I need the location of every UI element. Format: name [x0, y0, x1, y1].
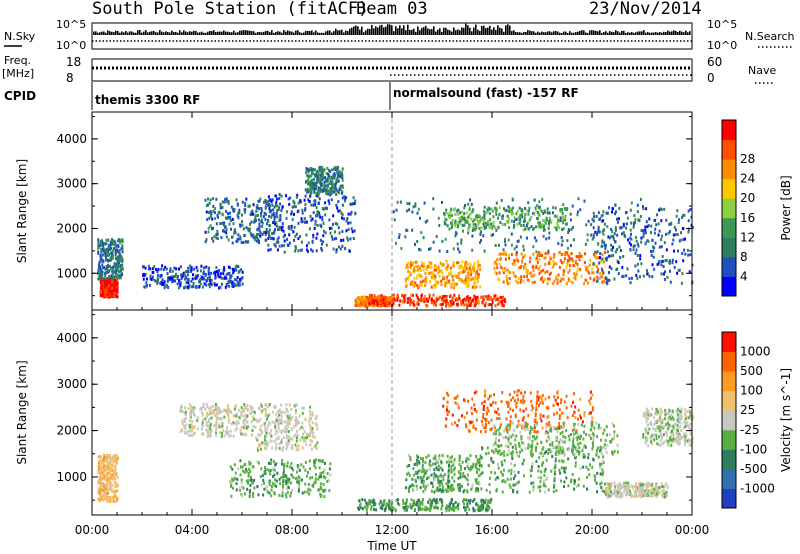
- y-tick-label: 4000: [56, 331, 87, 345]
- echo-region-1: [97, 238, 124, 281]
- echo-region-3: [204, 197, 282, 245]
- colorbar-label: Velocity [m s^-1]: [779, 368, 793, 472]
- echo-region-11: [443, 206, 569, 232]
- echo-region-6: [479, 444, 606, 494]
- colorbar-tick-label: 16: [740, 211, 755, 225]
- y-axis-label: Slant Range [km]: [15, 159, 29, 263]
- echo-region-0: [97, 453, 119, 503]
- cpid-label: CPID: [4, 89, 36, 103]
- colorbar-tick-label: 4: [740, 269, 748, 283]
- echo-region-7: [442, 389, 594, 434]
- y-tick-label: 1000: [56, 266, 87, 280]
- x-tick-label: 12:00: [375, 523, 410, 537]
- y-tick-label: 3000: [56, 177, 87, 191]
- beam-label: Beam 03: [356, 0, 428, 19]
- colorbar: 1000 500 100 25 -25 -100 -500 -1000 Velocity [m …: [721, 331, 793, 509]
- x-tick-label: 08:00: [275, 523, 310, 537]
- nsky-strip: N.Sky 10^5 10^0 10^5 10^0 N.Search: [4, 18, 795, 52]
- freq-tick-high: 18: [66, 55, 81, 69]
- power-panel: 1000 2000 3000 4000 Slant Range [km] 4 8 12 16 20…: [15, 111, 793, 311]
- plot-title: South Pole Station (fitACF): [92, 0, 368, 19]
- echo-region-0: [99, 277, 119, 299]
- freq-label: Freq.: [4, 54, 31, 67]
- nsearch-tick-high: 10^5: [707, 18, 737, 31]
- freq-tick-low: 8: [66, 71, 74, 85]
- echo-region-2: [255, 403, 319, 452]
- y-tick-label: 1000: [56, 470, 87, 484]
- colorbar-tick-label: 24: [740, 172, 755, 186]
- cpid-segment-2: normalsound (fast) -157 RF: [393, 86, 579, 100]
- colorbar-tick-label: 1000: [740, 345, 771, 359]
- echo-region-5: [404, 454, 481, 494]
- y-tick-label: 2000: [56, 424, 87, 438]
- colorbar-tick-label: 12: [740, 230, 755, 244]
- colorbar: 4 8 12 16 20 24 28 Power [dB]: [721, 119, 793, 297]
- velocity-panel: 1000 2000 3000 4000 Slant Range [km] 00:00 04:…: [15, 309, 793, 537]
- x-tick-label: 00:00: [75, 523, 110, 537]
- colorbar-tick-label: 100: [740, 384, 763, 398]
- echo-region-4: [357, 497, 493, 513]
- echo-region-4: [267, 192, 357, 254]
- echo-region-3: [229, 458, 332, 499]
- echo-region-7: [367, 293, 507, 308]
- echo-region-9: [604, 481, 669, 499]
- x-tick-label: 20:00: [575, 523, 610, 537]
- x-tick-label: 16:00: [475, 523, 510, 537]
- freq-strip: Freq. [MHz] 18 8 60 0 Nave: [2, 54, 776, 85]
- y-tick-label: 3000: [56, 377, 87, 391]
- colorbar-tick-label: -500: [740, 462, 767, 476]
- colorbar-tick-label: 20: [740, 191, 755, 205]
- colorbar-tick-label: 28: [740, 152, 755, 166]
- colorbar-tick-label: -1000: [740, 481, 775, 495]
- time-axis-label: Time UT: [366, 539, 417, 553]
- y-axis-label: Slant Range [km]: [15, 360, 29, 464]
- nsky-tick-high: 10^5: [56, 18, 86, 31]
- nave-tick-high: 60: [707, 55, 722, 69]
- colorbar-tick-label: 25: [740, 403, 755, 417]
- colorbar-label: Power [dB]: [779, 175, 793, 240]
- x-tick-label: 00:00: [675, 523, 710, 537]
- x-tick-label: 04:00: [175, 523, 210, 537]
- cpid-segment-1: themis 3300 RF: [95, 93, 200, 107]
- echo-region-10: [642, 407, 694, 448]
- nsky-tick-low: 10^0: [56, 39, 86, 52]
- echo-region-8: [404, 259, 482, 290]
- nave-tick-low: 0: [707, 71, 715, 85]
- colorbar-tick-label: 8: [740, 250, 748, 264]
- echo-region-8: [492, 421, 619, 457]
- y-tick-label: 2000: [56, 221, 87, 235]
- y-tick-label: 4000: [56, 132, 87, 146]
- echo-region-2: [142, 264, 244, 290]
- echo-region-9: [493, 250, 607, 286]
- nsearch-tick-low: 10^0: [707, 39, 737, 52]
- nave-label: Nave: [748, 64, 776, 77]
- nsearch-label: N.Search: [745, 30, 795, 43]
- date-label: 23/Nov/2014: [589, 0, 702, 19]
- freq-unit-label: [MHz]: [2, 67, 34, 80]
- colorbar-tick-label: 500: [740, 364, 763, 378]
- nsky-label: N.Sky: [4, 30, 36, 43]
- cpid-strip: CPID themis 3300 RF normalsound (fast) -…: [4, 82, 579, 110]
- colorbar-tick-label: -100: [740, 442, 767, 456]
- colorbar-tick-label: -25: [740, 423, 760, 437]
- echo-region-1: [179, 402, 257, 438]
- echo-region-5: [304, 165, 344, 196]
